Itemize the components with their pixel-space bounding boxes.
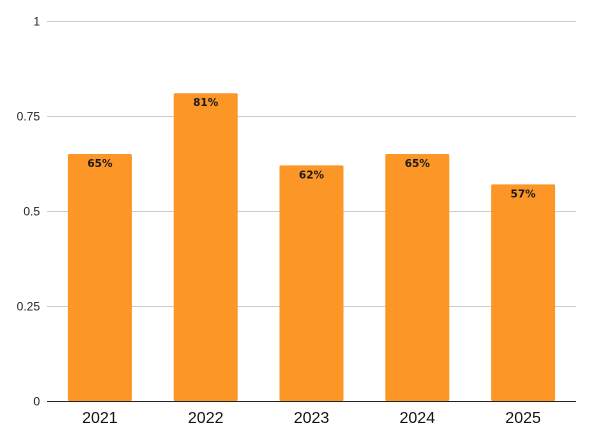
data-label-2023: 62% bbox=[299, 169, 325, 181]
y-tick-label: 1 bbox=[33, 15, 40, 29]
x-tick-label-2024: 2024 bbox=[400, 410, 436, 427]
x-tick-label-2025: 2025 bbox=[505, 410, 541, 427]
x-tick-label-2021: 2021 bbox=[82, 410, 118, 427]
x-tick-label-2023: 2023 bbox=[294, 410, 330, 427]
bars bbox=[67, 93, 556, 401]
x-tick-label-2022: 2022 bbox=[188, 410, 224, 427]
y-tick-label: 0.5 bbox=[23, 205, 40, 219]
x-axis-ticks: 2021 2022 2023 2024 2025 bbox=[82, 410, 541, 427]
data-label-2024: 65% bbox=[405, 158, 431, 170]
data-labels: 65% 81% 62% 65% 57% bbox=[87, 97, 536, 200]
y-tick-label: 0.75 bbox=[17, 110, 41, 124]
y-axis-ticks: 0 0.25 0.5 0.75 1 bbox=[17, 15, 41, 409]
y-tick-label: 0.25 bbox=[17, 300, 41, 314]
bar-2023 bbox=[279, 165, 344, 401]
data-label-2025: 57% bbox=[511, 188, 537, 200]
bar-2022 bbox=[173, 93, 238, 401]
y-tick-label: 0 bbox=[33, 395, 40, 409]
bar-2021 bbox=[67, 154, 132, 401]
bar-2024 bbox=[385, 154, 450, 401]
data-label-2021: 65% bbox=[87, 158, 113, 170]
data-label-2022: 81% bbox=[193, 97, 219, 109]
bar-2025 bbox=[491, 184, 556, 401]
